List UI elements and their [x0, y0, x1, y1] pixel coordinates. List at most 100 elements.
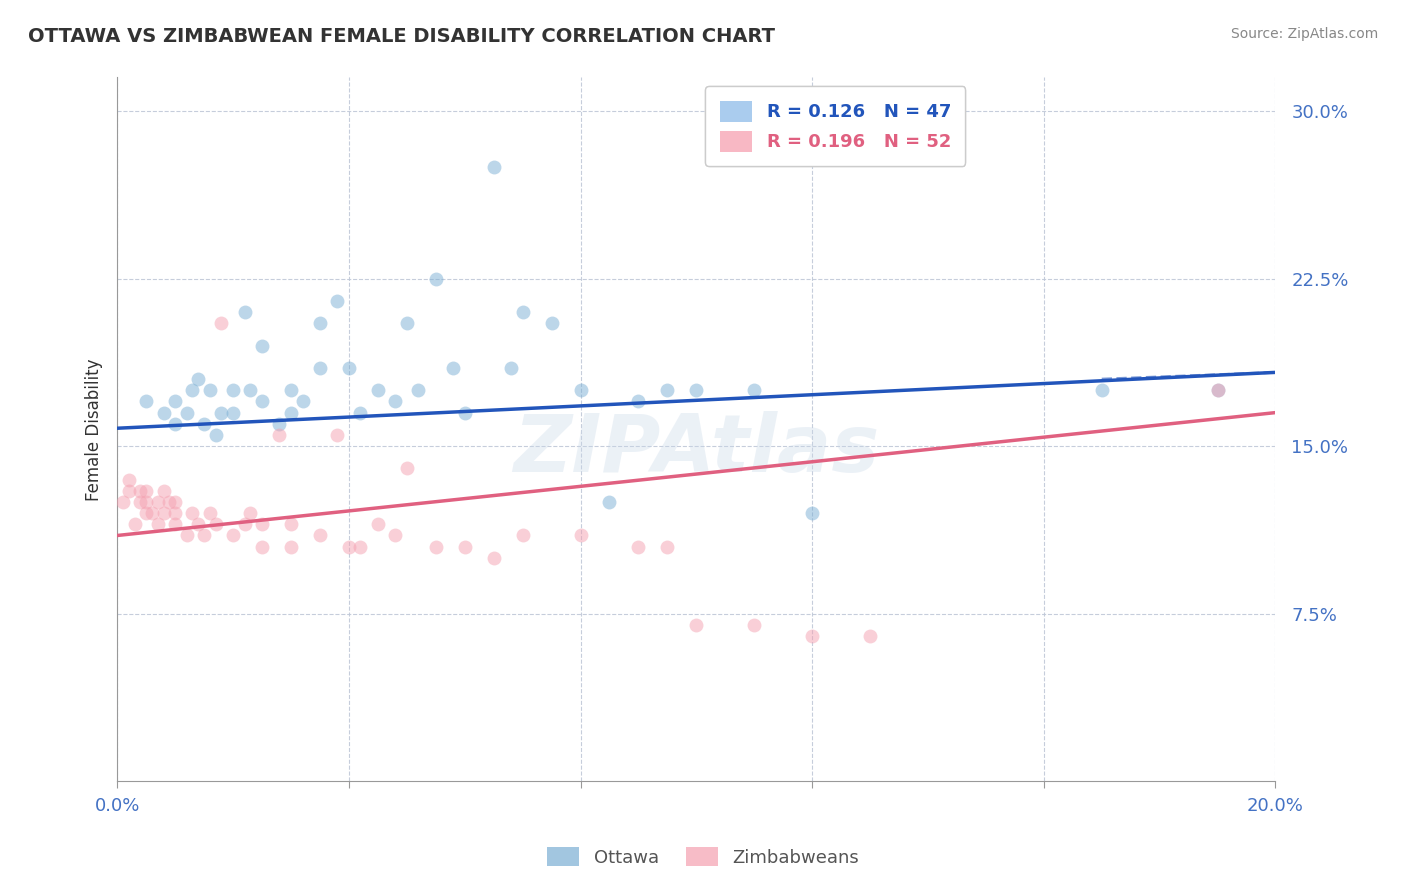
Point: [222, 384, 245, 398]
Point: [250, 540, 273, 554]
Point: [309, 360, 332, 375]
Point: [453, 540, 475, 554]
Point: [193, 417, 215, 431]
Point: [309, 316, 332, 330]
Point: [453, 406, 475, 420]
Point: [685, 618, 707, 632]
Point: [198, 384, 221, 398]
Point: [176, 406, 198, 420]
Point: [337, 540, 360, 554]
Point: [135, 394, 157, 409]
Point: [657, 540, 679, 554]
Point: [280, 406, 302, 420]
Point: [917, 137, 939, 152]
Point: [152, 483, 174, 498]
Legend: R = 0.126   N = 47, R = 0.196   N = 52: R = 0.126 N = 47, R = 0.196 N = 52: [706, 87, 966, 166]
Point: [222, 406, 245, 420]
Point: [569, 528, 592, 542]
Point: [627, 394, 650, 409]
Point: [146, 495, 169, 509]
Legend: Ottawa, Zimbabweans: Ottawa, Zimbabweans: [540, 840, 866, 874]
Point: [111, 495, 134, 509]
Point: [157, 495, 180, 509]
Point: [309, 528, 332, 542]
Point: [425, 540, 447, 554]
Point: [801, 506, 824, 520]
Point: [269, 428, 291, 442]
Point: [512, 528, 534, 542]
Point: [384, 528, 406, 542]
Point: [118, 473, 141, 487]
Point: [627, 540, 650, 554]
Point: [482, 160, 505, 174]
Point: [124, 517, 146, 532]
Point: [1206, 384, 1229, 398]
Point: [441, 360, 464, 375]
Point: [193, 528, 215, 542]
Point: [209, 406, 232, 420]
Text: Source: ZipAtlas.com: Source: ZipAtlas.com: [1230, 27, 1378, 41]
Point: [408, 384, 430, 398]
Point: [280, 540, 302, 554]
Point: [152, 506, 174, 520]
Point: [165, 417, 187, 431]
Point: [135, 483, 157, 498]
Point: [239, 384, 262, 398]
Point: [280, 517, 302, 532]
Point: [129, 483, 152, 498]
Point: [540, 316, 562, 330]
Point: [512, 305, 534, 319]
Point: [165, 517, 187, 532]
Point: [204, 517, 226, 532]
Point: [598, 495, 620, 509]
Point: [198, 506, 221, 520]
Point: [801, 629, 824, 643]
Point: [250, 394, 273, 409]
Point: [165, 394, 187, 409]
Point: [233, 305, 256, 319]
Point: [280, 384, 302, 398]
Point: [222, 528, 245, 542]
Point: [233, 517, 256, 532]
Point: [657, 384, 679, 398]
Point: [181, 384, 204, 398]
Point: [742, 384, 765, 398]
Point: [135, 506, 157, 520]
Point: [204, 428, 226, 442]
Point: [367, 517, 389, 532]
Point: [395, 461, 418, 475]
Point: [239, 506, 262, 520]
Point: [118, 483, 141, 498]
Point: [326, 428, 349, 442]
Point: [129, 495, 152, 509]
Point: [152, 406, 174, 420]
Point: [250, 517, 273, 532]
Point: [187, 372, 209, 386]
Point: [384, 394, 406, 409]
Point: [209, 316, 232, 330]
Point: [141, 506, 163, 520]
Point: [482, 550, 505, 565]
Point: [1091, 384, 1114, 398]
Point: [859, 629, 882, 643]
Point: [165, 506, 187, 520]
Text: ZIPAtlas: ZIPAtlas: [513, 411, 880, 490]
Point: [135, 495, 157, 509]
Point: [181, 506, 204, 520]
Point: [349, 406, 371, 420]
Point: [291, 394, 314, 409]
Point: [176, 528, 198, 542]
Point: [165, 495, 187, 509]
Point: [1206, 384, 1229, 398]
Text: OTTAWA VS ZIMBABWEAN FEMALE DISABILITY CORRELATION CHART: OTTAWA VS ZIMBABWEAN FEMALE DISABILITY C…: [28, 27, 775, 45]
Point: [395, 316, 418, 330]
Point: [685, 384, 707, 398]
Point: [367, 384, 389, 398]
Point: [569, 384, 592, 398]
Point: [742, 618, 765, 632]
Point: [425, 271, 447, 285]
Y-axis label: Female Disability: Female Disability: [86, 358, 103, 500]
Point: [499, 360, 522, 375]
Point: [269, 417, 291, 431]
Point: [250, 338, 273, 352]
